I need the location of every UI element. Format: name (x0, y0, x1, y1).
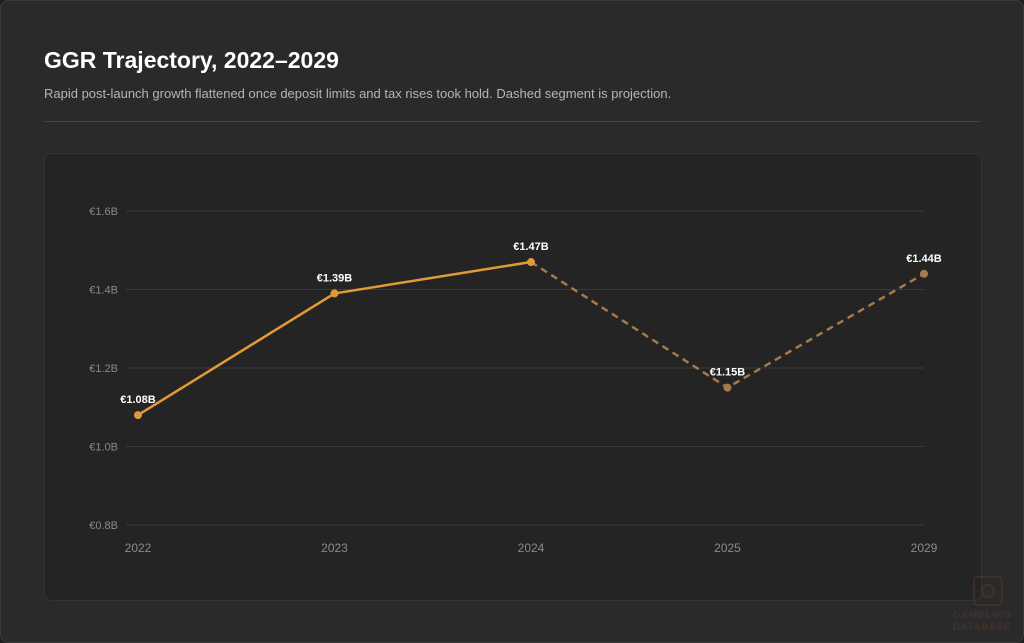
x-tick-label: 2023 (321, 541, 348, 555)
y-tick-label: €0.8B (89, 520, 118, 532)
data-point (134, 411, 142, 420)
watermark-line-1: GAMBLING (953, 610, 1012, 621)
x-tick-label: 2025 (714, 541, 741, 555)
data-label: €1.39B (317, 272, 353, 284)
watermark: GAMBLING DATABASE (953, 572, 1023, 642)
data-label: €1.47B (513, 241, 549, 253)
data-point (527, 258, 535, 267)
line-chart: €0.8B €1.0B €1.2B €1.4B €1.6B 2022 2023 2024 202… (89, 206, 942, 555)
data-label: €1.44B (906, 253, 942, 265)
x-tick-label: 2022 (125, 541, 152, 555)
plot-panel: €0.8B €1.0B €1.2B €1.4B €1.6B 2022 2023 2024 202… (44, 153, 982, 601)
data-point (723, 383, 732, 392)
data-label: €1.15B (710, 367, 746, 379)
data-point (330, 289, 339, 298)
header-divider (44, 121, 980, 122)
chart-title: GGR Trajectory, 2022–2029 (44, 47, 339, 73)
chart-subtitle: Rapid post-launch growth flattened once … (44, 86, 672, 101)
x-tick-label: 2029 (911, 541, 938, 555)
watermark-logo-icon (973, 576, 1003, 606)
data-point (920, 269, 928, 278)
series-line-actual (137, 260, 532, 417)
y-tick-label: €1.0B (89, 442, 118, 454)
data-label: €1.08B (120, 394, 156, 406)
x-tick-label: 2024 (518, 541, 545, 555)
watermark-line-2: DATABASE (953, 622, 1012, 633)
y-tick-label: €1.4B (89, 285, 118, 297)
y-tick-label: €1.2B (89, 363, 118, 375)
y-tick-label: €1.6B (89, 206, 118, 218)
watermark-text: GAMBLING DATABASE (953, 610, 1024, 634)
